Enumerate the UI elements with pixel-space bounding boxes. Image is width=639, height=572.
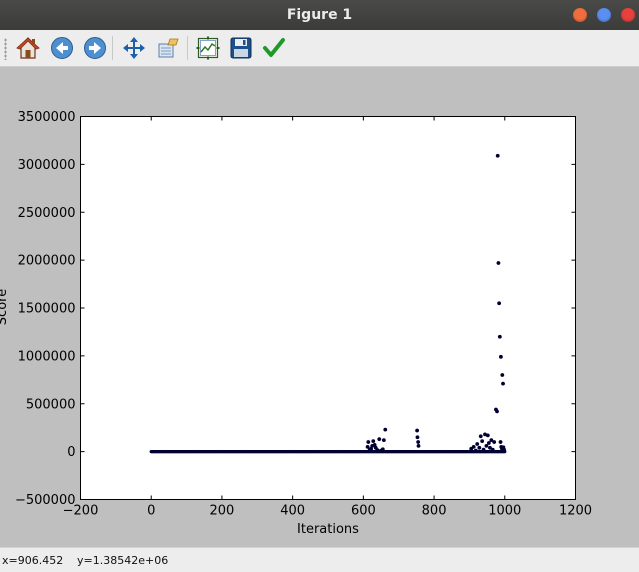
data-point — [480, 439, 485, 443]
data-point — [471, 444, 476, 449]
home-button[interactable] — [14, 34, 42, 62]
data-point — [416, 443, 421, 448]
data-point — [488, 445, 492, 450]
y-tick-label: 3500000 — [18, 110, 76, 125]
data-point — [495, 153, 500, 158]
minimize-button[interactable] — [573, 8, 587, 22]
cursor-x-readout: x=906.452 — [2, 554, 64, 567]
toolbar-grip — [4, 38, 7, 60]
zoom-rect-icon — [158, 38, 179, 58]
data-point — [492, 440, 497, 444]
y-tick-label: 2000000 — [18, 254, 76, 269]
data-point — [490, 447, 495, 452]
data-point — [375, 448, 380, 453]
y-tick-label: 1000000 — [18, 349, 76, 364]
data-point — [497, 334, 502, 339]
data-point — [366, 440, 371, 444]
zoom-button[interactable] — [154, 34, 182, 62]
x-tick-label: 0 — [147, 504, 155, 519]
x-tick-label: 600 — [351, 504, 376, 519]
scatter-plot[interactable]: −200 0 200 400 600 800 1000 1200 −500000 0 500000… — [0, 67, 639, 547]
x-tick-label: 1200 — [559, 504, 592, 519]
data-point — [365, 444, 370, 449]
data-point — [415, 435, 420, 440]
window-title: Figure 1 — [286, 7, 353, 23]
data-point — [496, 261, 501, 265]
data-point — [416, 440, 421, 444]
data-point — [489, 438, 494, 443]
data-point — [381, 438, 386, 443]
forward-arrow-icon — [84, 37, 106, 59]
data-point — [486, 441, 491, 445]
maximize-button[interactable] — [597, 8, 611, 22]
data-point — [502, 447, 506, 452]
y-tick-label: 1500000 — [18, 302, 76, 317]
data-point — [495, 409, 499, 414]
floppy-disk-icon — [230, 37, 252, 59]
figure-canvas[interactable]: −200 0 200 400 600 800 1000 1200 −500000 0 500000… — [0, 67, 639, 547]
data-point — [481, 447, 486, 452]
y-tick-label: 500000 — [26, 397, 76, 412]
y-tick-label: −500000 — [15, 493, 76, 508]
close-button[interactable] — [621, 8, 635, 22]
data-point — [497, 301, 502, 306]
data-point — [473, 448, 478, 453]
data-point — [484, 443, 489, 448]
plot-area — [80, 116, 576, 500]
y-axis-label: Score — [0, 289, 10, 325]
y-tick-label: 2500000 — [18, 206, 76, 221]
save-button[interactable] — [227, 34, 255, 62]
title-bar: Figure 1 — [0, 0, 639, 30]
x-axis-label: Iterations — [297, 522, 359, 537]
data-point — [415, 428, 419, 433]
status-bar: x=906.452 y=1.38542e+06 — [0, 547, 639, 572]
home-icon — [16, 37, 40, 59]
data-point — [369, 446, 374, 451]
data-point — [500, 373, 505, 377]
back-arrow-icon — [51, 37, 73, 59]
toolbar-separator — [112, 36, 113, 60]
checkmark-icon — [263, 38, 285, 57]
toolbar-separator — [187, 36, 188, 60]
x-tick-label: −200 — [63, 504, 99, 519]
data-point — [477, 445, 482, 450]
move-arrows-icon — [123, 37, 145, 59]
data-point — [380, 447, 385, 452]
data-point — [377, 437, 382, 442]
back-button[interactable] — [48, 34, 76, 62]
x-tick-label: 400 — [280, 504, 305, 519]
navigation-toolbar — [0, 30, 639, 67]
y-tick-label: 0 — [67, 445, 75, 460]
data-point — [383, 427, 388, 432]
pan-button[interactable] — [120, 34, 148, 62]
subplots-button[interactable] — [194, 34, 222, 62]
data-point — [371, 439, 376, 443]
cursor-y-readout: y=1.38542e+06 — [77, 554, 169, 567]
y-tick-label: 3000000 — [18, 158, 76, 173]
x-tick-label: 1000 — [488, 504, 521, 519]
edit-parameters-button[interactable] — [260, 34, 288, 62]
data-point — [478, 434, 483, 439]
data-point — [498, 354, 503, 359]
data-point — [485, 433, 490, 438]
data-point — [475, 442, 480, 446]
forward-button[interactable] — [81, 34, 109, 62]
data-point — [498, 440, 503, 444]
x-tick-label: 800 — [422, 504, 447, 519]
data-point — [501, 381, 505, 386]
x-tick-label: 200 — [210, 504, 235, 519]
subplots-icon — [196, 36, 220, 60]
data-point — [372, 443, 377, 447]
